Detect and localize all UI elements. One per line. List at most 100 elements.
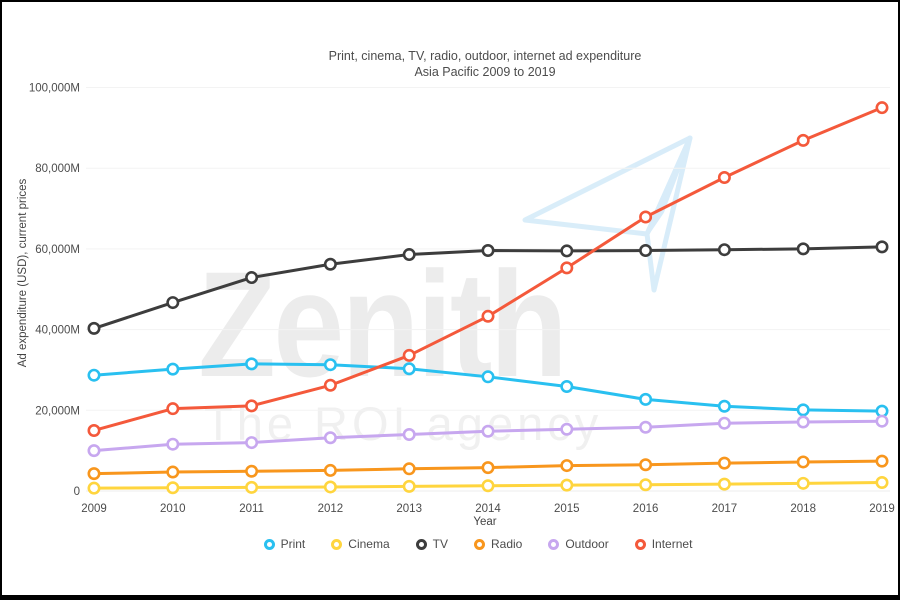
y-axis-title: Ad expenditure (USD), current prices: [17, 178, 29, 368]
data-point-marker-radio: [245, 464, 259, 478]
data-point-marker-internet: [560, 261, 574, 275]
data-point-marker-outdoor: [875, 414, 889, 428]
x-tick-label: 2014: [475, 503, 501, 515]
data-point-marker-radio: [402, 462, 416, 476]
data-point-marker-tv: [481, 244, 495, 258]
legend-label: Cinema: [348, 537, 390, 551]
chart-title: Print, cinema, TV, radio, outdoor, inter…: [328, 49, 642, 63]
data-point-marker-outdoor: [639, 420, 653, 434]
data-point-marker-print: [560, 379, 574, 393]
y-tick-label: 60,000M: [35, 244, 80, 256]
data-point-marker-tv: [717, 243, 731, 257]
data-point-marker-print: [402, 362, 416, 376]
x-tick-label: 2016: [633, 503, 659, 515]
data-point-marker-tv: [402, 248, 416, 262]
data-point-marker-cinema: [166, 481, 180, 495]
data-point-marker-internet: [717, 170, 731, 184]
data-point-marker-print: [87, 368, 101, 382]
data-point-marker-tv: [245, 271, 259, 285]
x-tick-label: 2010: [160, 503, 186, 515]
data-point-marker-cinema: [875, 476, 889, 490]
x-tick-label: 2009: [81, 503, 107, 515]
data-point-marker-outdoor: [717, 416, 731, 430]
legend-marker-icon: [415, 538, 427, 550]
x-tick-label: 2015: [554, 503, 580, 515]
data-point-marker-internet: [875, 101, 889, 115]
data-point-marker-tv: [166, 296, 180, 310]
legend-item-outdoor[interactable]: Outdoor: [548, 537, 609, 551]
data-point-marker-cinema: [481, 479, 495, 493]
data-point-marker-outdoor: [323, 431, 337, 445]
legend-marker-icon: [634, 538, 646, 550]
legend-label: TV: [432, 537, 448, 551]
data-point-marker-internet: [323, 378, 337, 392]
data-point-marker-print: [166, 362, 180, 376]
y-tick-label: 100,000M: [29, 83, 80, 95]
data-point-marker-internet: [87, 423, 101, 437]
x-tick-label: 2017: [712, 503, 738, 515]
data-point-marker-tv: [796, 242, 810, 256]
legend-label: Internet: [651, 537, 693, 551]
data-point-marker-outdoor: [166, 437, 180, 451]
data-point-marker-radio: [323, 463, 337, 477]
data-point-marker-internet: [796, 133, 810, 147]
data-point-marker-internet: [166, 402, 180, 416]
data-point-marker-outdoor: [481, 424, 495, 438]
data-point-marker-radio: [639, 458, 653, 472]
legend-marker-icon: [548, 538, 560, 550]
data-point-marker-tv: [875, 240, 889, 254]
data-point-marker-tv: [323, 257, 337, 271]
chart-subtitle: Asia Pacific 2009 to 2019: [414, 65, 556, 79]
data-point-marker-tv: [639, 244, 653, 258]
data-point-marker-outdoor: [560, 422, 574, 436]
x-tick-label: 2013: [396, 503, 422, 515]
data-point-marker-outdoor: [87, 444, 101, 458]
data-point-marker-cinema: [245, 480, 259, 494]
x-tick-label: 2018: [790, 503, 816, 515]
data-point-marker-internet: [245, 399, 259, 413]
data-point-marker-cinema: [796, 476, 810, 490]
legend-item-print[interactable]: Print: [263, 537, 306, 551]
data-point-marker-print: [639, 392, 653, 406]
data-point-marker-radio: [481, 461, 495, 475]
legend-marker-icon: [263, 538, 275, 550]
data-point-marker-print: [323, 358, 337, 372]
legend-label: Print: [280, 537, 306, 551]
legend-label: Radio: [490, 537, 523, 551]
x-tick-label: 2012: [318, 503, 344, 515]
y-tick-label: 0: [74, 486, 80, 498]
data-point-marker-cinema: [87, 481, 101, 495]
data-point-marker-radio: [560, 459, 574, 473]
legend-item-internet[interactable]: Internet: [634, 537, 693, 551]
x-axis-title: Year: [473, 516, 497, 528]
data-point-marker-cinema: [639, 478, 653, 492]
data-point-marker-internet: [481, 309, 495, 323]
legend-item-radio[interactable]: Radio: [473, 537, 523, 551]
y-tick-label: 80,000M: [35, 163, 80, 175]
x-tick-label: 2019: [869, 503, 895, 515]
data-point-marker-internet: [639, 210, 653, 224]
legend-label: Outdoor: [565, 537, 609, 551]
data-point-marker-print: [481, 370, 495, 384]
data-point-marker-radio: [166, 465, 180, 479]
x-tick-label: 2011: [239, 503, 264, 515]
data-point-marker-internet: [402, 348, 416, 362]
data-point-marker-cinema: [717, 477, 731, 491]
data-point-marker-tv: [560, 244, 574, 258]
data-point-marker-outdoor: [796, 415, 810, 429]
data-point-marker-tv: [87, 321, 101, 335]
legend: Print Cinema TV Radio Outdoor Internet: [30, 537, 898, 551]
data-point-marker-cinema: [560, 478, 574, 492]
y-tick-label: 40,000M: [35, 325, 80, 337]
data-point-marker-radio: [796, 455, 810, 469]
data-point-marker-cinema: [323, 480, 337, 494]
legend-item-tv[interactable]: TV: [415, 537, 448, 551]
data-point-marker-print: [245, 357, 259, 371]
data-point-marker-outdoor: [245, 436, 259, 450]
data-point-marker-print: [717, 399, 731, 413]
legend-item-cinema[interactable]: Cinema: [331, 537, 390, 551]
data-point-marker-cinema: [402, 479, 416, 493]
data-point-marker-radio: [87, 467, 101, 481]
